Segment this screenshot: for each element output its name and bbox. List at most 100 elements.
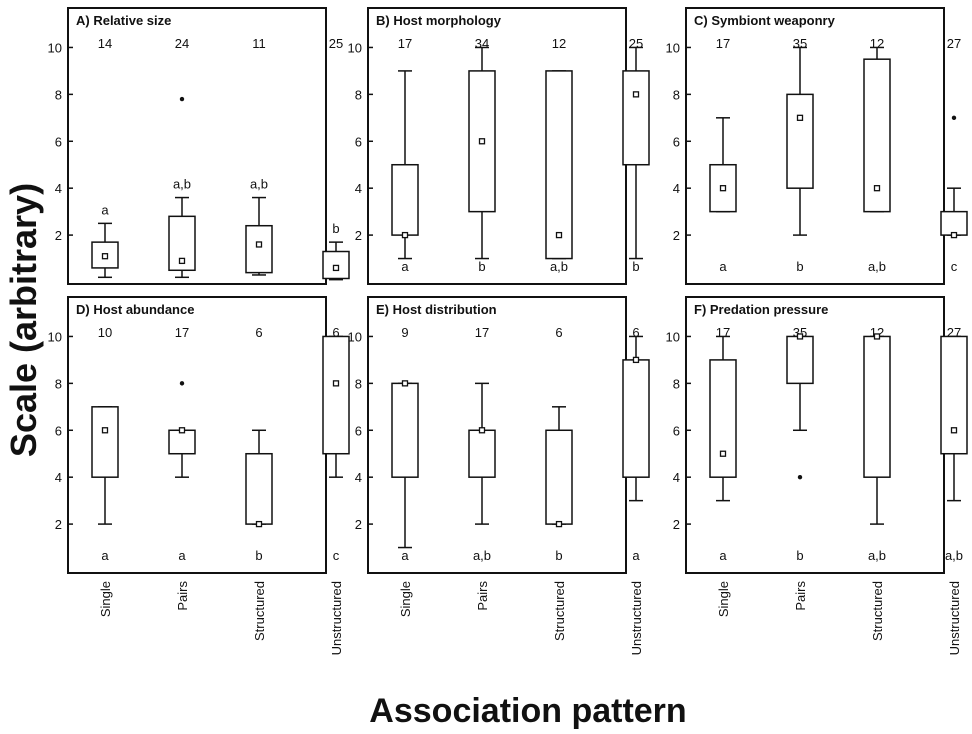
y-tick-label: 2 xyxy=(355,517,362,532)
box-single xyxy=(91,222,119,279)
sample-size-label: 17 xyxy=(475,325,489,340)
y-tick-label: 4 xyxy=(673,470,680,485)
sample-size-label: 6 xyxy=(332,325,339,340)
median-marker xyxy=(101,253,109,260)
y-tick-label: 8 xyxy=(673,87,680,102)
panel-title: F) Predation pressure xyxy=(694,302,828,317)
median-marker xyxy=(873,185,881,192)
box-structured xyxy=(245,196,273,276)
sample-size-label: 24 xyxy=(175,36,189,51)
y-tick-label: 10 xyxy=(666,40,680,55)
significance-letter: a xyxy=(178,548,186,563)
y-tick-label: 2 xyxy=(55,517,62,532)
y-tick-label: 10 xyxy=(666,329,680,344)
median-marker xyxy=(796,333,804,340)
panel-title: D) Host abundance xyxy=(76,302,194,317)
significance-letter: b xyxy=(478,259,485,274)
sample-size-label: 17 xyxy=(398,36,412,51)
median-marker xyxy=(719,450,727,457)
median-marker xyxy=(555,231,563,239)
sample-size-label: 25 xyxy=(329,36,343,51)
y-tick-label: 2 xyxy=(673,517,680,532)
y-tick-label: 8 xyxy=(55,87,62,102)
iqr-box xyxy=(245,452,273,525)
iqr-box xyxy=(168,429,196,455)
box-pairs xyxy=(468,382,496,525)
y-tick-label: 4 xyxy=(55,470,62,485)
median-marker xyxy=(478,427,486,434)
median-marker xyxy=(101,427,109,434)
iqr-box xyxy=(622,359,650,478)
significance-letter: a xyxy=(719,548,727,563)
category-label: Structured xyxy=(870,581,885,641)
significance-letter: a xyxy=(101,202,109,217)
significance-letter: a,b xyxy=(473,548,491,563)
x-axis-label: Association pattern xyxy=(369,692,686,730)
significance-letter: a,b xyxy=(868,548,886,563)
median-marker xyxy=(332,380,340,387)
box-unstructured xyxy=(940,335,968,502)
significance-letter: c xyxy=(333,548,340,563)
outlier-point xyxy=(179,381,185,386)
sample-size-label: 12 xyxy=(552,36,566,51)
panel-5: E) Host distribution 2 4 6 8 10 9 17 6 6 a a,b b a Sin… xyxy=(348,296,650,655)
category-label: Unstructured xyxy=(947,581,962,655)
box-unstructured xyxy=(322,241,350,281)
box-single xyxy=(391,380,419,549)
iqr-box xyxy=(245,224,273,274)
iqr-box xyxy=(709,359,737,478)
y-tick-label: 6 xyxy=(55,423,62,438)
median-marker xyxy=(796,114,804,121)
panel-frame xyxy=(685,7,945,285)
median-marker xyxy=(255,520,263,528)
category-label: Pairs xyxy=(793,581,808,611)
outlier-point xyxy=(797,474,803,480)
y-tick-label: 2 xyxy=(673,228,680,243)
iqr-box xyxy=(622,70,650,166)
significance-letter: a xyxy=(401,548,409,563)
significance-letter: a xyxy=(632,548,640,563)
panel-4: D) Host abundance 2 4 6 8 10 10 17 6 6 a a b c Single P… xyxy=(48,296,350,655)
iqr-box xyxy=(391,382,419,478)
iqr-box xyxy=(545,429,573,525)
y-tick-label: 8 xyxy=(55,376,62,391)
box-pairs xyxy=(786,333,814,480)
sample-size-label: 6 xyxy=(632,325,639,340)
y-tick-label: 8 xyxy=(355,376,362,391)
significance-letter: a,b xyxy=(945,548,963,563)
median-marker xyxy=(632,91,640,98)
y-tick-label: 6 xyxy=(55,134,62,149)
category-label: Single xyxy=(716,581,731,617)
significance-letter: b xyxy=(555,548,562,563)
panel-frame xyxy=(67,7,327,285)
y-tick-label: 8 xyxy=(673,376,680,391)
iqr-box xyxy=(940,335,968,455)
category-label: Unstructured xyxy=(629,581,644,655)
box-structured xyxy=(545,70,573,260)
y-tick-label: 10 xyxy=(48,329,62,344)
box-unstructured xyxy=(940,115,968,239)
category-label: Structured xyxy=(252,581,267,641)
significance-letter: b xyxy=(255,548,262,563)
y-tick-label: 6 xyxy=(355,134,362,149)
iqr-box xyxy=(940,210,968,236)
box-pairs xyxy=(786,46,814,236)
significance-letter: a xyxy=(101,548,109,563)
median-marker xyxy=(632,356,640,364)
iqr-box xyxy=(786,93,814,189)
sample-size-label: 17 xyxy=(175,325,189,340)
y-tick-label: 4 xyxy=(355,181,362,196)
median-marker xyxy=(555,520,563,528)
category-label: Pairs xyxy=(475,581,490,611)
median-marker xyxy=(719,185,727,192)
category-label: Pairs xyxy=(175,581,190,611)
y-tick-label: 4 xyxy=(673,181,680,196)
iqr-box xyxy=(545,70,573,260)
box-unstructured xyxy=(622,46,650,260)
box-structured xyxy=(245,429,273,528)
